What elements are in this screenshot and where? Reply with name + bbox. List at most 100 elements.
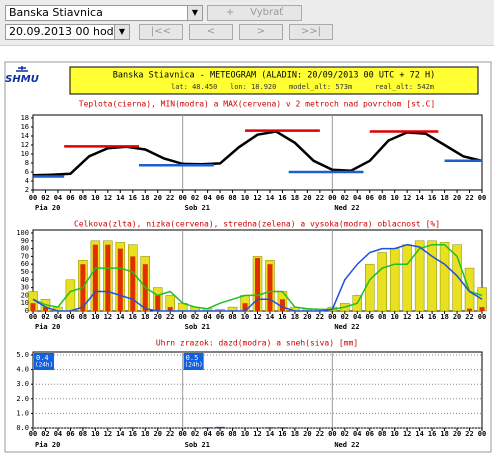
x-tick-label: 12 xyxy=(403,194,411,202)
x-tick-label: 04 xyxy=(353,313,361,321)
x-tick-label: 04 xyxy=(203,194,211,202)
bar xyxy=(402,244,412,312)
x-tick-label: 06 xyxy=(216,194,224,202)
location-select[interactable]: Banska Stiavnica ▼ xyxy=(5,5,203,21)
bar xyxy=(203,427,213,428)
x-tick-label: 10 xyxy=(241,313,249,321)
x-tick-label: 02 xyxy=(191,313,199,321)
x-tick-label: 06 xyxy=(216,313,224,321)
x-tick-label: 22 xyxy=(465,194,473,202)
bar xyxy=(255,257,260,311)
x-tick-label: 10 xyxy=(91,313,99,321)
chart-title: Celkova(zlta), nizka(cervena), stredna(z… xyxy=(74,220,440,229)
x-tick-label: 16 xyxy=(428,430,436,438)
x-tick-label: 12 xyxy=(403,430,411,438)
x-tick-label: 14 xyxy=(116,313,124,321)
x-tick-label: 08 xyxy=(228,194,236,202)
line xyxy=(32,243,483,312)
x-tick-label: 00 xyxy=(29,194,37,202)
x-tick-label: 10 xyxy=(390,194,398,202)
x-tick-label: 12 xyxy=(104,194,112,202)
x-tick-label: 00 xyxy=(478,430,486,438)
x-tick-label: 10 xyxy=(390,313,398,321)
x-tick-label: 08 xyxy=(378,313,386,321)
bar xyxy=(279,299,285,311)
select-button-label: Vybrať xyxy=(250,7,284,18)
x-tick-label: 16 xyxy=(428,313,436,321)
x-tick-label: 00 xyxy=(328,430,336,438)
bar xyxy=(427,240,437,312)
x-tick-label: 12 xyxy=(253,430,261,438)
nav-prev[interactable]: < xyxy=(189,24,233,40)
x-tick-label: 20 xyxy=(154,430,162,438)
nav-next[interactable]: > xyxy=(239,24,283,40)
x-tick-label: 02 xyxy=(341,194,349,202)
select-button[interactable]: + Vybrať xyxy=(207,5,302,21)
x-tick-label: 14 xyxy=(266,430,274,438)
x-tick-label: 16 xyxy=(129,430,137,438)
y-tick-label: 3.0 xyxy=(16,380,29,388)
day-label: Pia 20 xyxy=(35,441,60,449)
x-tick-label: 18 xyxy=(291,430,299,438)
x-tick-label: 20 xyxy=(453,430,461,438)
header-title: Banska Stiavnica - METEOGRAM (ALADIN: 20… xyxy=(113,71,435,81)
header-real-alt: real_alt: 542m xyxy=(375,83,434,91)
daily-total-value: 0.4 xyxy=(36,354,49,362)
x-tick-label: 10 xyxy=(91,194,99,202)
x-tick-label: 20 xyxy=(303,194,311,202)
daily-total-box xyxy=(183,353,204,370)
x-tick-label: 02 xyxy=(191,430,199,438)
x-tick-label: 08 xyxy=(378,430,386,438)
x-tick-label: 10 xyxy=(241,430,249,438)
x-tick-label: 20 xyxy=(453,313,461,321)
daily-total-box xyxy=(34,353,54,370)
bar xyxy=(130,256,136,311)
x-tick-label: 22 xyxy=(166,194,174,202)
dropdown-arrow: ▼ xyxy=(187,6,202,20)
x-tick-label: 18 xyxy=(291,194,299,202)
day-label: Sob 21 xyxy=(185,323,210,331)
x-tick-label: 06 xyxy=(366,194,374,202)
bar xyxy=(414,240,425,312)
y-tick-label: 20 xyxy=(21,291,29,299)
bar xyxy=(365,263,375,312)
x-tick-label: 22 xyxy=(465,430,473,438)
y-tick-label: 12 xyxy=(21,141,29,149)
day-label: Ned 22 xyxy=(334,323,359,331)
nav-last[interactable]: >>| xyxy=(289,24,333,40)
daily-total-unit: (24h) xyxy=(185,362,203,369)
x-tick-label: 14 xyxy=(266,194,274,202)
x-tick-label: 10 xyxy=(241,194,249,202)
x-tick-label: 14 xyxy=(415,194,423,202)
datetime-select[interactable]: 20.09.2013 00 hod ▼ xyxy=(5,24,130,40)
x-tick-label: 16 xyxy=(428,194,436,202)
toolbar: Banska Stiavnica ▼ + Vybrať 20.09.2013 00… xyxy=(0,0,494,46)
y-tick-label: 80 xyxy=(21,245,29,253)
datetime-value: 20.09.2013 00 hod xyxy=(9,25,114,38)
x-tick-label: 14 xyxy=(266,313,274,321)
x-tick-label: 18 xyxy=(440,430,448,438)
bar xyxy=(155,295,161,311)
x-tick-label: 16 xyxy=(278,194,286,202)
x-tick-label: 20 xyxy=(303,430,311,438)
x-tick-label: 14 xyxy=(415,313,423,321)
x-tick-label: 04 xyxy=(353,430,361,438)
y-tick-label: 4.0 xyxy=(16,366,29,374)
x-tick-label: 06 xyxy=(366,430,374,438)
y-tick-label: 100 xyxy=(16,229,29,237)
x-tick-label: 14 xyxy=(116,194,124,202)
nav-first[interactable]: |<< xyxy=(139,24,183,40)
day-label: Pia 20 xyxy=(35,204,60,212)
chart-title: Uhrn zrazok: dazd(modra) a sneh(siva) [m… xyxy=(156,339,358,348)
bar xyxy=(242,303,248,311)
y-tick-label: 1.0 xyxy=(16,409,29,417)
day-label: Sob 21 xyxy=(185,441,210,449)
x-tick-label: 06 xyxy=(66,313,74,321)
x-tick-label: 22 xyxy=(465,313,473,321)
x-tick-label: 00 xyxy=(478,313,486,321)
x-tick-label: 14 xyxy=(116,430,124,438)
bar xyxy=(389,248,400,312)
x-tick-label: 04 xyxy=(54,430,62,438)
y-tick-label: 10 xyxy=(21,150,29,158)
